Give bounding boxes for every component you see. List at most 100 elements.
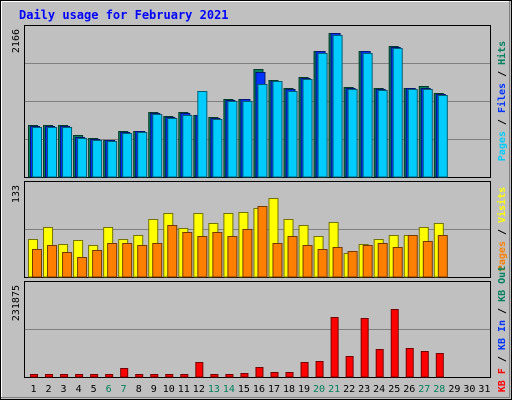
bar-kbytes-kbf-day-11 (180, 374, 189, 378)
bar-hits-pages-day-23 (362, 53, 373, 178)
bar-kbytes-kbf-day-4 (75, 374, 84, 378)
bar-visits-sites-day-15 (242, 229, 253, 278)
bar-visits-sites-day-17 (272, 243, 283, 278)
bar-kbytes-kbf-day-21 (330, 317, 339, 378)
panel-kbytes-axis-title-part-0: KB F (497, 368, 508, 392)
bar-kbytes-kbf-day-23 (360, 318, 369, 378)
bar-visits-sites-day-1 (32, 249, 42, 278)
x-label-day-5: 5 (91, 384, 97, 395)
bar-visits-sites-day-19 (302, 245, 313, 278)
bar-visits-sites-day-25 (392, 247, 403, 278)
x-label-day-13: 13 (208, 384, 220, 395)
bar-visits-sites-day-12 (197, 236, 208, 278)
bar-kbytes-kbf-day-13 (210, 374, 219, 378)
bar-hits-pages-day-15 (242, 101, 253, 178)
bar-visits-sites-day-6 (107, 243, 118, 278)
bar-hits-pages-day-12 (197, 91, 208, 178)
panel-hits-y-max-label: 2166 (11, 29, 22, 53)
x-label-day-10: 10 (163, 384, 175, 395)
bar-visits-sites-day-2 (47, 245, 58, 278)
bar-hits-pages-day-20 (317, 53, 328, 178)
x-label-day-27: 27 (418, 384, 430, 395)
x-label-day-18: 18 (283, 384, 295, 395)
panel-visits-axis-title-part-2: Visits (496, 187, 508, 223)
panel-kbytes-axis-title-part-4: KB Out (497, 266, 508, 302)
x-axis-labels: 1 2 3 4 5 6 7 8 9 10 11 12 13 14 15 16 17 18 19 20 21 22 23 24 2… (30, 384, 490, 395)
bar-visits-sites-day-3 (62, 252, 73, 278)
x-label-day-1: 1 (30, 384, 36, 395)
bar-hits-pages-day-5 (92, 140, 103, 178)
bar-visits-sites-day-4 (77, 257, 88, 278)
panel-kbytes-y-max-label: 231875 (11, 285, 22, 321)
x-label-day-6: 6 (106, 384, 112, 395)
x-label-day-9: 9 (151, 384, 157, 395)
bar-visits-sites-day-18 (287, 236, 298, 278)
bar-kbytes-kbf-day-28 (435, 353, 444, 378)
bar-hits-pages-day-28 (437, 95, 448, 178)
panel-hits-axis-title: Pages / Files / Hits (496, 41, 508, 161)
bar-hits-pages-day-18 (287, 91, 298, 178)
bar-hits-pages-day-2 (47, 127, 58, 178)
bar-visits-sites-day-9 (152, 243, 163, 278)
bar-visits-sites-day-22 (347, 251, 358, 278)
bar-kbytes-kbf-day-27 (420, 351, 429, 378)
panel-visits: 133 Pages / Visits (11, 181, 508, 278)
bar-hits-pages-day-27 (422, 89, 433, 178)
x-label-day-28: 28 (433, 384, 445, 395)
x-label-day-8: 8 (136, 384, 142, 395)
panel-hits: 2166 Pages / Files / Hits (11, 25, 508, 178)
bar-visits-sites-day-28 (437, 235, 448, 278)
bar-visits-sites-day-16 (257, 206, 268, 278)
bar-hits-pages-day-1 (32, 127, 42, 178)
bar-hits-pages-day-9 (152, 114, 163, 178)
bar-hits-pages-day-21 (332, 35, 343, 178)
x-label-day-11: 11 (178, 384, 190, 395)
bar-visits-sites-day-24 (377, 243, 388, 278)
bar-hits-pages-day-25 (392, 48, 403, 178)
x-label-day-19: 19 (298, 384, 310, 395)
bar-hits-pages-day-26 (407, 89, 418, 178)
bar-kbytes-kbf-day-1 (30, 374, 38, 378)
bar-kbytes-kbf-day-12 (195, 362, 204, 378)
bar-visits-sites-day-8 (137, 245, 148, 278)
bar-visits-sites-day-21 (332, 247, 343, 278)
bar-visits-sites-day-20 (317, 249, 328, 278)
panel-hits-axis-title-part-4: Hits (496, 41, 508, 65)
bar-hits-pages-day-24 (377, 90, 388, 178)
bar-visits-sites-day-14 (227, 236, 238, 278)
bar-hits-pages-day-4 (77, 138, 88, 178)
x-label-day-2: 2 (46, 384, 52, 395)
bar-hits-pages-day-8 (137, 132, 148, 178)
bar-kbytes-kbf-day-7 (120, 368, 129, 378)
x-label-day-30: 30 (463, 384, 475, 395)
bar-hits-pages-day-22 (347, 89, 358, 178)
bar-kbytes-kbf-day-25 (390, 309, 399, 378)
bar-visits-sites-day-5 (92, 250, 103, 278)
x-label-day-20: 20 (313, 384, 325, 395)
bar-hits-pages-day-10 (167, 118, 178, 178)
bar-kbytes-kbf-day-3 (60, 374, 69, 378)
x-label-day-29: 29 (448, 384, 460, 395)
bar-visits-sites-day-11 (182, 232, 193, 278)
bar-hits-pages-day-17 (272, 81, 283, 178)
bar-hits-pages-day-13 (212, 119, 223, 178)
bar-hits-pages-day-3 (62, 127, 73, 178)
x-label-day-24: 24 (373, 384, 385, 395)
bar-visits-sites-day-26 (407, 235, 418, 278)
panel-kbytes-axis-title-part-3: / (497, 302, 508, 320)
bar-kbytes-kbf-day-20 (315, 361, 324, 378)
panel-visits-axis-title-part-1: / (497, 223, 508, 241)
panel-hits-axis-title-part-3: / (497, 65, 508, 83)
panel-hits-axis-title-part-2: Files (496, 83, 508, 113)
panel-kbytes-axis-title-part-1: / (497, 350, 508, 368)
x-label-day-16: 16 (253, 384, 265, 395)
x-label-day-4: 4 (76, 384, 82, 395)
bar-kbytes-kbf-day-10 (165, 374, 174, 378)
bar-hits-pages-day-14 (227, 101, 238, 178)
bar-kbytes-kbf-day-19 (300, 362, 309, 378)
panel-visits-y-max-label: 133 (11, 185, 22, 203)
panel-kbytes-axis-title-part-2: KB In (497, 320, 508, 350)
bar-kbytes-kbf-day-14 (225, 374, 234, 378)
